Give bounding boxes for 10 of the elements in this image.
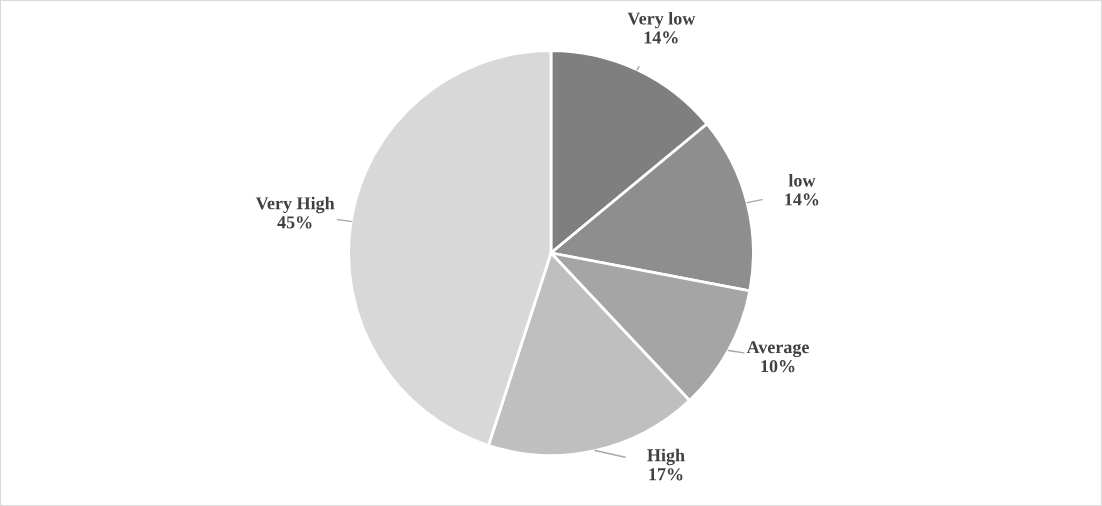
- slice-label: High: [647, 448, 685, 466]
- slice-label: Very High: [255, 196, 335, 214]
- data-label: 14%: [644, 31, 678, 44]
- slice-label: low: [788, 173, 816, 187]
- slice-label: Average: [746, 341, 809, 358]
- data-label: 10%: [761, 360, 795, 373]
- slice-label: Very low: [627, 11, 696, 29]
- data-label: 17%: [649, 468, 683, 481]
- data-label: 45%: [277, 216, 312, 229]
- data-label: 14%: [785, 193, 819, 206]
